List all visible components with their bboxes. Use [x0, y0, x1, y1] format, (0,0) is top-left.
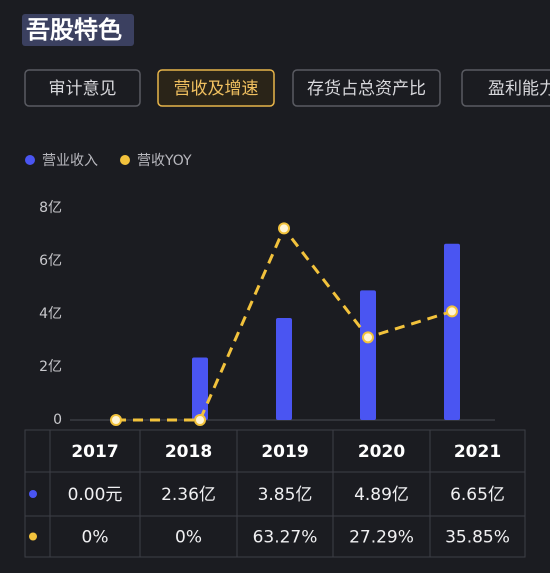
tab[interactable] [461, 69, 550, 107]
bar [444, 243, 460, 420]
tab-label[interactable]: 营收及增速 [174, 79, 259, 99]
bar [360, 290, 376, 420]
y-tick-label: 4亿 [39, 306, 62, 322]
y-tick-label: 8亿 [39, 200, 62, 216]
tab[interactable] [292, 69, 441, 107]
table-header: 2017 [71, 442, 118, 462]
table-header: 2020 [358, 442, 405, 462]
y-tick-label: 0 [53, 412, 62, 428]
table-cell: 35.85% [445, 528, 510, 548]
point [110, 414, 122, 426]
point [194, 414, 206, 426]
table-cell: 0.00元 [68, 485, 123, 505]
tab-label[interactable]: 审计意见 [49, 79, 117, 99]
tab[interactable] [24, 69, 141, 107]
table-frame [24, 429, 526, 558]
table-swatch [29, 490, 37, 498]
table-header: 2021 [454, 442, 501, 462]
table-cell: 27.29% [349, 528, 414, 548]
table-cell: 0% [82, 528, 109, 548]
y-tick-label: 6亿 [39, 253, 62, 269]
point [362, 331, 374, 344]
point [446, 305, 458, 318]
legend-label: 营收YOY [137, 153, 192, 169]
title-highlight [22, 14, 134, 46]
table-cell: 2.36亿 [161, 485, 216, 505]
table-cell: 4.89亿 [354, 485, 409, 505]
table-swatch [29, 532, 37, 541]
bar [192, 357, 208, 420]
tab[interactable] [157, 69, 275, 107]
y-tick-label: 2亿 [39, 359, 62, 375]
legend-label: 营业收入 [42, 153, 98, 169]
table-cell: 6.65亿 [450, 485, 505, 505]
table-header: 2018 [165, 442, 212, 462]
bar [276, 317, 292, 420]
tab-label[interactable]: 盈利能力 [488, 79, 550, 99]
legend-swatch [120, 155, 130, 165]
tab-label[interactable]: 存货占总资产比 [307, 79, 426, 99]
point [278, 222, 290, 235]
page-title: 吾股特色 [26, 16, 122, 44]
table-cell: 0% [175, 528, 202, 548]
legend-swatch [25, 155, 35, 165]
table-cell: 63.27% [253, 528, 318, 548]
table-cell: 3.85亿 [258, 485, 313, 505]
table-header: 2019 [261, 442, 308, 462]
